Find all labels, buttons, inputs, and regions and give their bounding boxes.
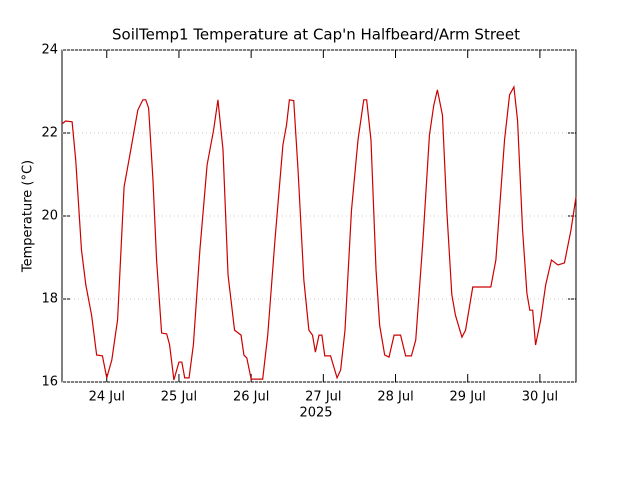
x-tick-label: 28 Jul xyxy=(377,390,413,405)
data-line xyxy=(61,84,577,381)
chart-title: SoilTemp1 Temperature at Cap'n Halfbeard… xyxy=(112,26,520,44)
x-tick-label: 29 Jul xyxy=(450,390,486,405)
x-tick-label: 30 Jul xyxy=(522,390,558,405)
x-tick-label: 25 Jul xyxy=(161,390,197,405)
y-tick-label: 20 xyxy=(41,209,58,224)
x-axis-label: 2025 xyxy=(299,406,332,421)
x-tick-label: 24 Jul xyxy=(89,390,125,405)
x-tick-label: 27 Jul xyxy=(305,390,341,405)
y-tick-label: 16 xyxy=(41,375,58,390)
y-axis-label: Temperature (°C) xyxy=(21,160,36,273)
y-tick-label: 18 xyxy=(41,292,58,307)
x-tick-label: 26 Jul xyxy=(233,390,269,405)
y-tick-label: 24 xyxy=(41,43,58,58)
y-tick-label: 22 xyxy=(41,126,58,141)
